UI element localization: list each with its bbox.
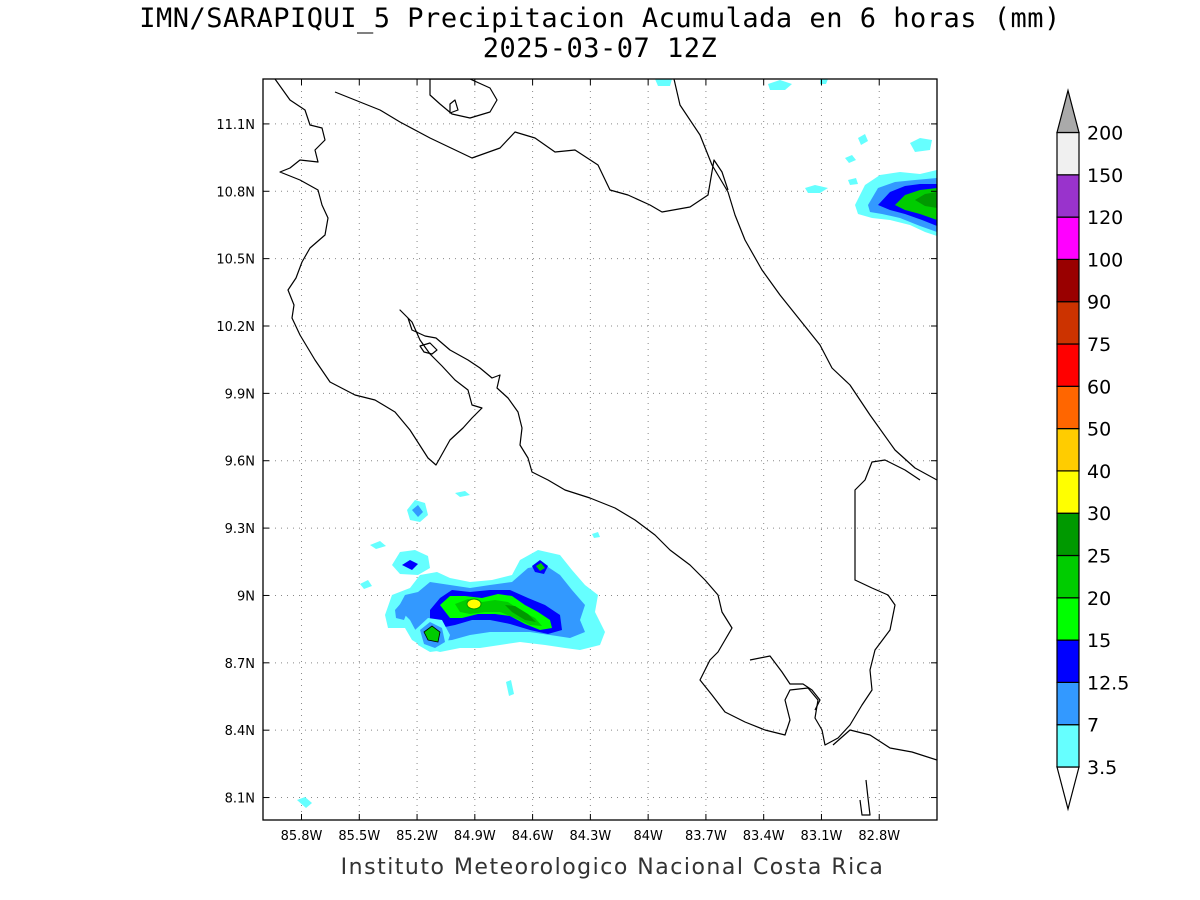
lon-tick-label: 83.1W [801, 829, 843, 844]
colorbar-swatch [1056, 343, 1080, 387]
colorbar-swatch [1056, 428, 1080, 472]
lat-tick-label: 10.5N [216, 253, 255, 268]
colorbar-swatch [1056, 470, 1080, 514]
colorbar-label: 3.5 [1087, 757, 1117, 779]
precip-cell-ne4 [858, 134, 868, 145]
colorbar-swatch [1056, 639, 1080, 683]
colorbar-label: 60 [1087, 376, 1111, 398]
panama-coast [832, 729, 937, 761]
colorbar-swatch [1056, 216, 1080, 261]
osa-peninsula [749, 655, 821, 711]
colorbar-label: 15 [1087, 630, 1111, 652]
chart-title: IMN/SARAPIQUI_5 Precipitacion Acumulada … [139, 3, 1061, 34]
lat-tick-label: 9.6N [225, 455, 255, 470]
precip-cell-ne5 [910, 138, 932, 152]
island-north [449, 99, 459, 114]
colorbar-swatch [1056, 174, 1080, 218]
lon-tick-label: 82.8W [858, 829, 900, 844]
lat-tick-label: 8.4N [225, 724, 255, 739]
island-gulf [419, 342, 438, 355]
lon-tick-label: 83.4W [743, 829, 785, 844]
colorbar-swatch [1056, 554, 1080, 599]
lake-coast-north [429, 79, 498, 119]
colorbar-label: 120 [1087, 207, 1123, 229]
chart-subtitle: 2025-03-07 12Z [482, 33, 718, 64]
colorbar: 3.5 7 12.5 15 20 25 30 40 50 60 75 90 100 120 150 200 [1056, 88, 1129, 812]
lat-tick-label: 10.2N [216, 320, 255, 335]
nicaragua-border [334, 91, 729, 213]
graticule [263, 79, 937, 820]
colorbar-swatch [1056, 681, 1080, 726]
lat-tick-label: 9.3N [225, 522, 255, 537]
colorbar-swatch [1056, 512, 1080, 557]
precip-cell-sw-far [297, 797, 312, 808]
precip-cell-top1 [655, 79, 672, 86]
colorbar-label: 30 [1087, 503, 1111, 525]
precip-cell-main-25 [505, 605, 536, 622]
precip-cell-ne3 [845, 155, 856, 163]
lat-tick-label: 10.8N [216, 185, 255, 200]
lat-tick-label: 8.1N [225, 792, 255, 807]
colorbar-label: 7 [1087, 715, 1099, 737]
plot-frame [262, 78, 938, 821]
precip-cell-w4 [360, 580, 372, 589]
lat-tick-label: 9.9N [225, 387, 255, 402]
colorbar-label: 150 [1087, 165, 1123, 187]
lon-tick-label: 83.7W [685, 829, 727, 844]
colorbar-swatch [1056, 131, 1080, 176]
colorbar-label: 20 [1087, 588, 1111, 610]
lat-tick-label: 11.1N [216, 118, 255, 133]
colorbar-high-triangle [1056, 88, 1080, 134]
precip-cell-ne6 [848, 178, 858, 185]
colorbar-label: 100 [1087, 249, 1123, 271]
precip-cell-ne-20 [915, 192, 937, 208]
precip-cell-nne [455, 491, 470, 497]
panama-border [859, 779, 871, 816]
colorbar-label: 90 [1087, 292, 1111, 314]
precip-cell-top3 [820, 79, 828, 84]
colorbar-swatch [1056, 385, 1080, 430]
colorbar-label: 12.5 [1087, 672, 1129, 694]
colorbar-label: 50 [1087, 419, 1111, 441]
colorbar-label: 40 [1087, 461, 1111, 483]
lat-tick-label: 9N [237, 589, 255, 604]
precip-cell-w2-12.5 [402, 560, 418, 570]
colorbar-label: 200 [1087, 123, 1123, 145]
lon-tick-label: 84.9W [454, 829, 496, 844]
lon-tick-label: 84.3W [569, 829, 611, 844]
colorbar-swatch [1056, 301, 1080, 345]
colorbar-swatch [1056, 597, 1080, 641]
credit-footer: Instituto Meteorologico Nacional Costa R… [340, 855, 885, 880]
lon-tick-label: 85.8W [281, 829, 323, 844]
colorbar-swatch [1056, 724, 1080, 768]
precip-cell-top2 [768, 80, 792, 90]
lat-tick-label: 8.7N [225, 657, 255, 672]
precip-cell-nw-7 [412, 505, 423, 517]
lon-tick-label: 84.6W [512, 829, 554, 844]
pacific-coast-north [274, 79, 921, 746]
precip-cell-s [506, 680, 514, 696]
precip-cell-e2 [592, 532, 600, 538]
colorbar-swatch [1056, 258, 1080, 303]
coastlines [274, 79, 937, 816]
lon-tick-label: 85.2W [396, 829, 438, 844]
precip-cell-ne2 [805, 185, 828, 193]
lon-tick-label: 84W [633, 829, 663, 844]
precip-cell-sw-15 [423, 625, 441, 643]
colorbar-label: 75 [1087, 334, 1111, 356]
precip-cell-main-30 [466, 598, 482, 610]
axis-ticks: 11.1N 10.8N 10.5N 10.2N 9.9N 9.6N 9.3N 9N 8.7N 8.… [216, 79, 937, 844]
precipitation-field [297, 79, 937, 808]
colorbar-label: 25 [1087, 546, 1111, 568]
colorbar-low-triangle [1056, 766, 1080, 812]
precip-cell-e-15 [536, 563, 545, 571]
precip-cell-w-7 [395, 602, 408, 620]
precip-cell-w3 [370, 541, 386, 549]
caribbean-coast [673, 79, 937, 481]
lon-tick-label: 85.5W [338, 829, 380, 844]
